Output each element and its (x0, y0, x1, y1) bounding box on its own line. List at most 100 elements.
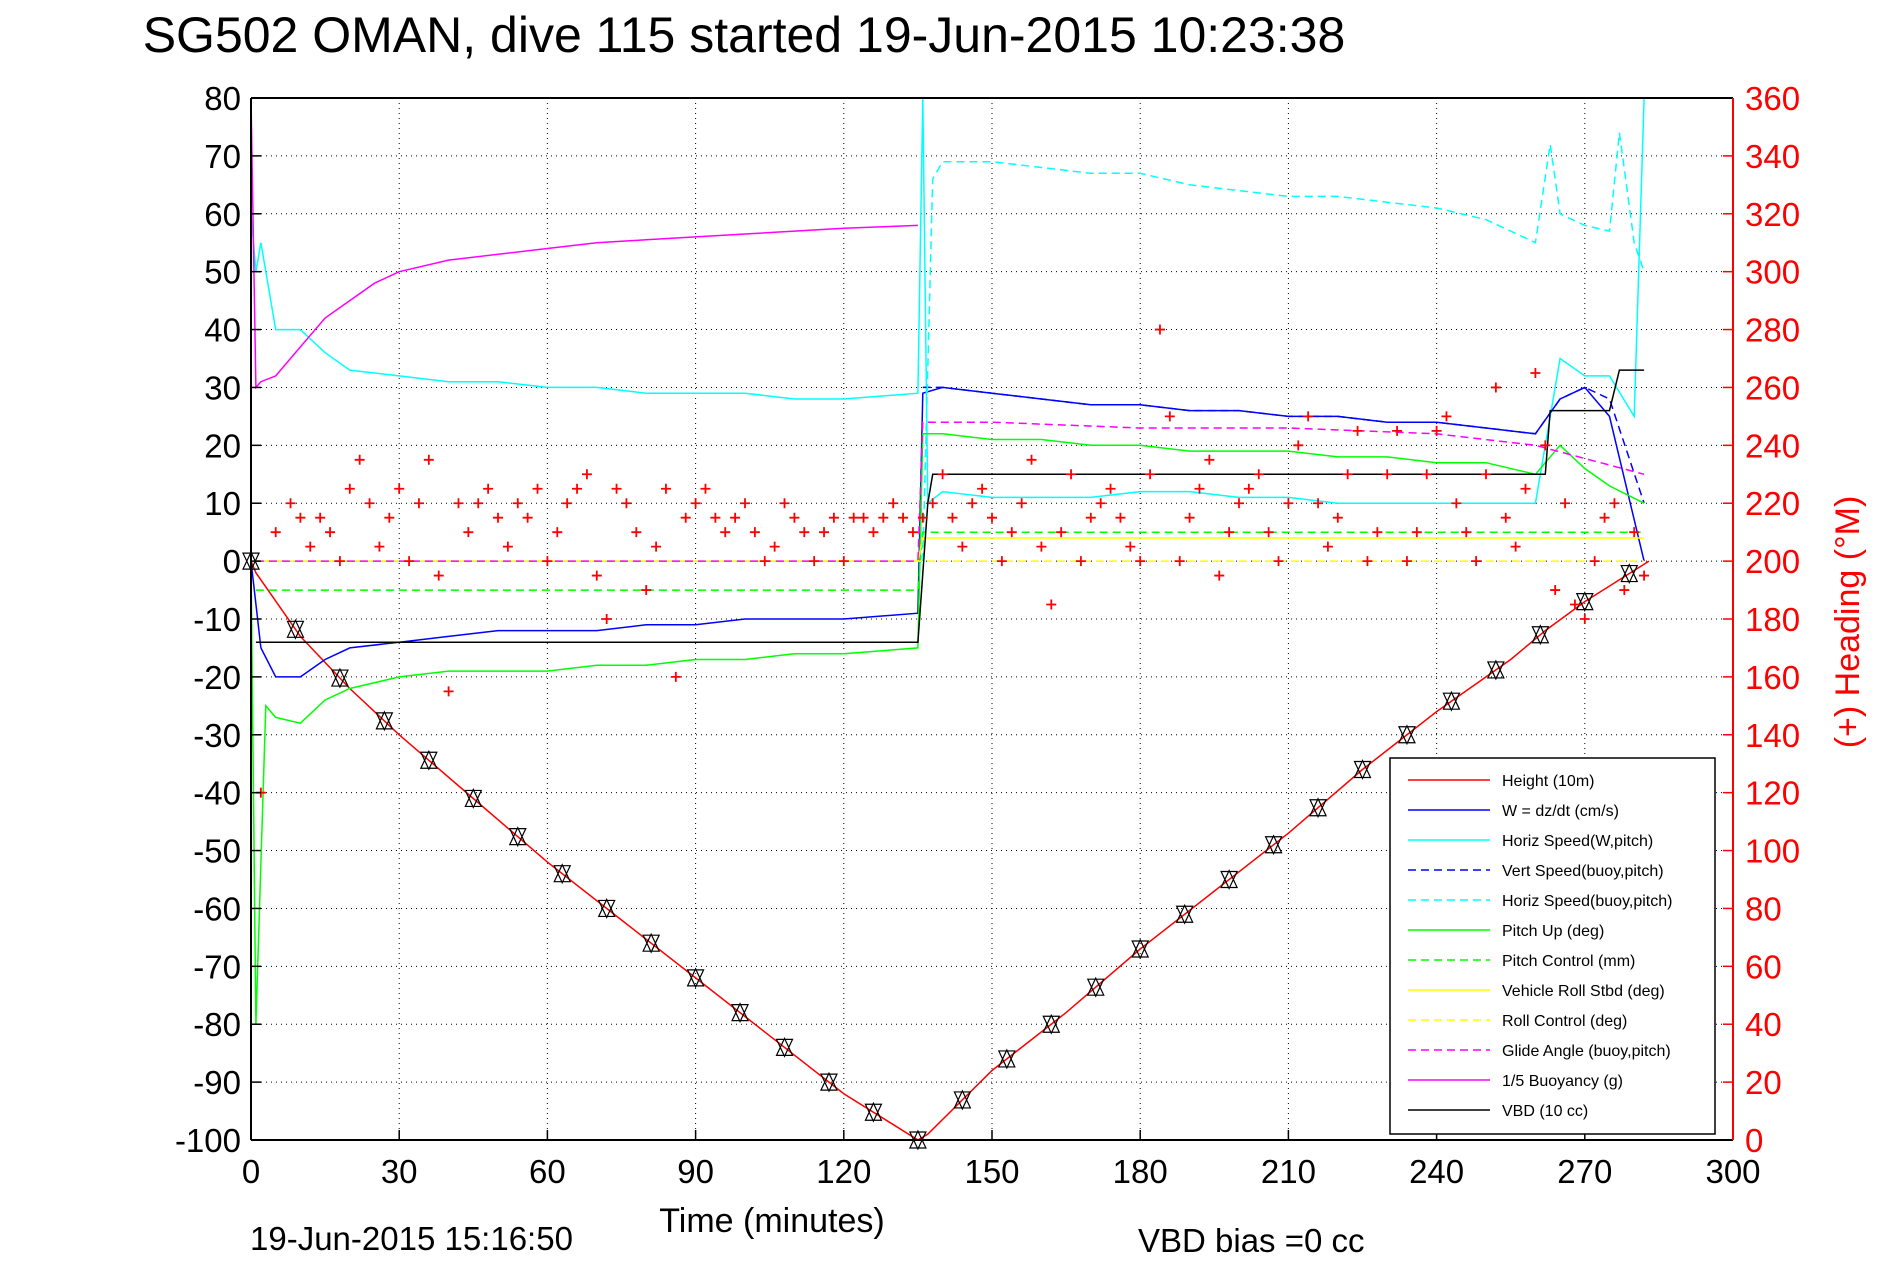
y-tick-label: -40 (193, 775, 241, 812)
heading-marker (1204, 454, 1215, 465)
heading-marker (433, 570, 444, 581)
height-marker (375, 710, 394, 732)
heading-marker (947, 512, 958, 523)
heading-marker (730, 512, 741, 523)
heading-marker (1105, 483, 1116, 494)
heading-marker (270, 527, 281, 538)
y-right-tick-label: 20 (1745, 1064, 1782, 1101)
heading-marker (1224, 527, 1235, 538)
legend-label-10: 1/5 Buoyancy (g) (1502, 1073, 1623, 1090)
legend-label-8: Roll Control (deg) (1502, 1013, 1627, 1030)
y-tick-label: 20 (204, 427, 241, 464)
y-right-tick-label: 240 (1745, 427, 1800, 464)
heading-marker (660, 483, 671, 494)
heading-marker (1263, 527, 1274, 538)
legend-label-0: Height (10m) (1502, 773, 1594, 790)
heading-marker (1579, 614, 1590, 624)
x-tick-label: 240 (1409, 1153, 1464, 1190)
heading-marker (1056, 527, 1067, 538)
heading-marker (1352, 425, 1363, 436)
heading-marker (828, 512, 839, 523)
heading-marker (364, 498, 375, 509)
x-tick-label: 270 (1557, 1153, 1612, 1190)
y-right-tick-label: 80 (1745, 890, 1782, 927)
y-tick-label: 80 (204, 80, 241, 117)
legend: Height (10m) W = dz/dt (cm/s) Horiz Speed(… (1389, 757, 1716, 1135)
heading-marker (572, 483, 583, 494)
heading-marker (1639, 570, 1650, 581)
heading-marker (285, 498, 296, 509)
y-axis-right-label: (+) Heading (°M) (1829, 496, 1867, 749)
heading-marker (394, 483, 405, 494)
x-axis-label: Time (minutes) (659, 1202, 884, 1240)
heading-marker (967, 498, 978, 509)
heading-marker (1273, 556, 1284, 567)
height-marker (508, 826, 527, 848)
y-tick-label: -100 (175, 1122, 241, 1159)
heading-marker (1184, 512, 1195, 523)
heading-markers (255, 324, 1650, 798)
x-tick-label: 180 (1113, 1153, 1168, 1190)
legend-label-5: Pitch Up (deg) (1502, 923, 1604, 940)
heading-marker (493, 512, 503, 523)
heading-marker (858, 512, 869, 523)
plot-frame (250, 97, 1734, 1141)
heading-marker (631, 527, 642, 538)
heading-marker (1481, 469, 1491, 480)
heading-marker (987, 512, 997, 523)
heading-marker (404, 556, 415, 567)
heading-marker (996, 556, 1007, 567)
heading-marker (878, 512, 889, 523)
heading-marker (1145, 469, 1156, 480)
height-marker (1531, 624, 1550, 646)
y-tick-label: -80 (193, 1006, 241, 1043)
series-line-9 (255, 421, 1645, 562)
x-tick-label: 210 (1261, 1153, 1316, 1190)
y-right-tick-label: 280 (1745, 312, 1800, 349)
heading-marker (1510, 541, 1521, 552)
height-marker (1042, 1013, 1061, 1035)
legend-label-7: Vehicle Roll Stbd (deg) (1502, 983, 1665, 1000)
height-marker (820, 1071, 838, 1093)
heading-marker (1234, 498, 1244, 509)
heading-marker (443, 686, 454, 697)
series-line-1 (250, 386, 1645, 678)
y-right-tick-label: 200 (1745, 543, 1800, 580)
heading-marker (1500, 512, 1511, 523)
heading-marker (1599, 512, 1610, 523)
heading-marker (1619, 585, 1630, 596)
y-tick-label: 70 (204, 138, 241, 175)
x-tick-label: 120 (816, 1153, 871, 1190)
heading-marker (413, 498, 424, 509)
y-right-tick-label: 120 (1745, 775, 1800, 812)
y-right-tick-label: 220 (1745, 485, 1800, 522)
y-right-tick-label: 340 (1745, 138, 1800, 175)
heading-marker (1609, 498, 1620, 509)
height-marker (953, 1089, 972, 1111)
heading-marker (1332, 512, 1343, 523)
heading-marker (1629, 527, 1640, 538)
heading-marker (917, 512, 928, 523)
heading-marker (1026, 454, 1037, 465)
height-marker (1620, 563, 1639, 584)
series-line-11 (255, 369, 1645, 643)
heading-marker (838, 556, 849, 567)
heading-marker (1253, 469, 1264, 480)
y-right-tick-label: 60 (1745, 948, 1782, 985)
heading-marker (1243, 483, 1254, 494)
tick-labels: 0 30 60 90 120 150 180 210 240 270 300807060504030… (175, 80, 1800, 1190)
heading-marker (1441, 411, 1452, 422)
height-marker (1309, 797, 1327, 819)
height-marker (864, 1101, 883, 1123)
heading-marker (1421, 469, 1432, 480)
heading-marker (907, 527, 918, 538)
heading-marker (542, 556, 553, 567)
y-right-tick-label: 40 (1745, 1006, 1782, 1043)
heading-marker (759, 556, 770, 567)
height-marker (1575, 591, 1594, 613)
heading-marker (1490, 382, 1501, 393)
legend-label-11: VBD (10 cc) (1502, 1103, 1588, 1120)
legend-label-9: Glide Angle (buoy,pitch) (1502, 1043, 1671, 1060)
height-marker (419, 749, 438, 771)
height-marker (731, 1002, 750, 1024)
